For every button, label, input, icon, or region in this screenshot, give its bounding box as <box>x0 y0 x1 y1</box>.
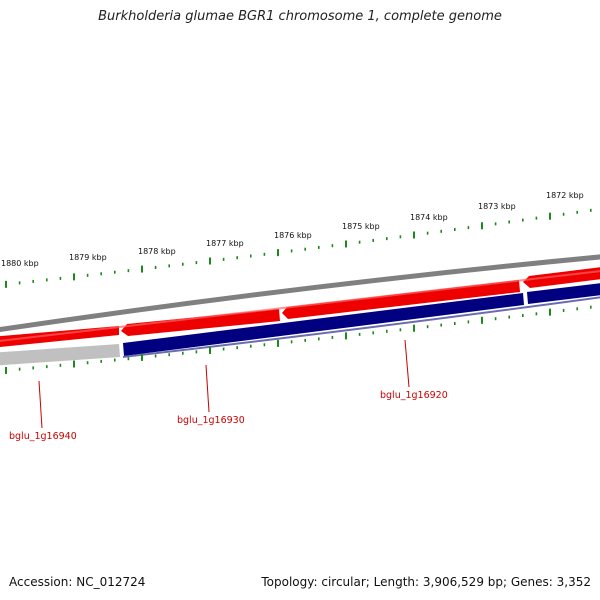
genome-summary-text: Topology: circular; Length: 3,906,529 bp… <box>261 575 591 589</box>
accession-text: Accession: NC_012724 <box>9 575 146 589</box>
gene-arrow-reverse <box>123 293 524 356</box>
outer-tick-ring <box>5 208 592 288</box>
inner-tick-ring <box>5 305 592 374</box>
reverse-strand-track <box>0 283 600 366</box>
gene-label: bglu_1g16940 <box>9 431 77 442</box>
map-title: Burkholderia glumae BGR1 chromosome 1, c… <box>98 9 502 24</box>
gene-arrow-forward <box>121 309 280 336</box>
gene-leader-line <box>404 339 410 388</box>
gene-label: bglu_1g16930 <box>177 415 245 426</box>
scale-label: 1874 kbp <box>410 213 448 222</box>
forward-highlight <box>0 270 600 342</box>
reverse-lowlight <box>122 296 600 358</box>
gene-leader-line <box>38 380 43 429</box>
backbone-ring <box>0 254 600 333</box>
gene-label: bglu_1g16920 <box>380 390 448 401</box>
gene-arrow-forward <box>282 280 520 319</box>
scale-label: 1877 kbp <box>206 239 244 248</box>
scale-label: 1880 kbp <box>1 259 39 268</box>
forward-strand-track <box>0 267 600 347</box>
scale-label: 1873 kbp <box>478 202 516 211</box>
scale-label: 1878 kbp <box>138 247 176 256</box>
gene-leader-line <box>205 364 210 413</box>
scale-label: 1872 kbp <box>546 191 584 200</box>
scale-label: 1875 kbp <box>342 222 380 231</box>
gene-labels: bglu_1g16940 bglu_1g16930 bglu_1g16920 <box>9 339 448 442</box>
gene-arrow-gray <box>0 344 120 366</box>
scale-label: 1876 kbp <box>274 231 312 240</box>
scale-label: 1879 kbp <box>69 253 107 262</box>
scale-labels: 1880 kbp 1879 kbp 1878 kbp 1877 kbp 1876… <box>1 191 584 268</box>
gene-arrow-reverse <box>527 283 600 304</box>
